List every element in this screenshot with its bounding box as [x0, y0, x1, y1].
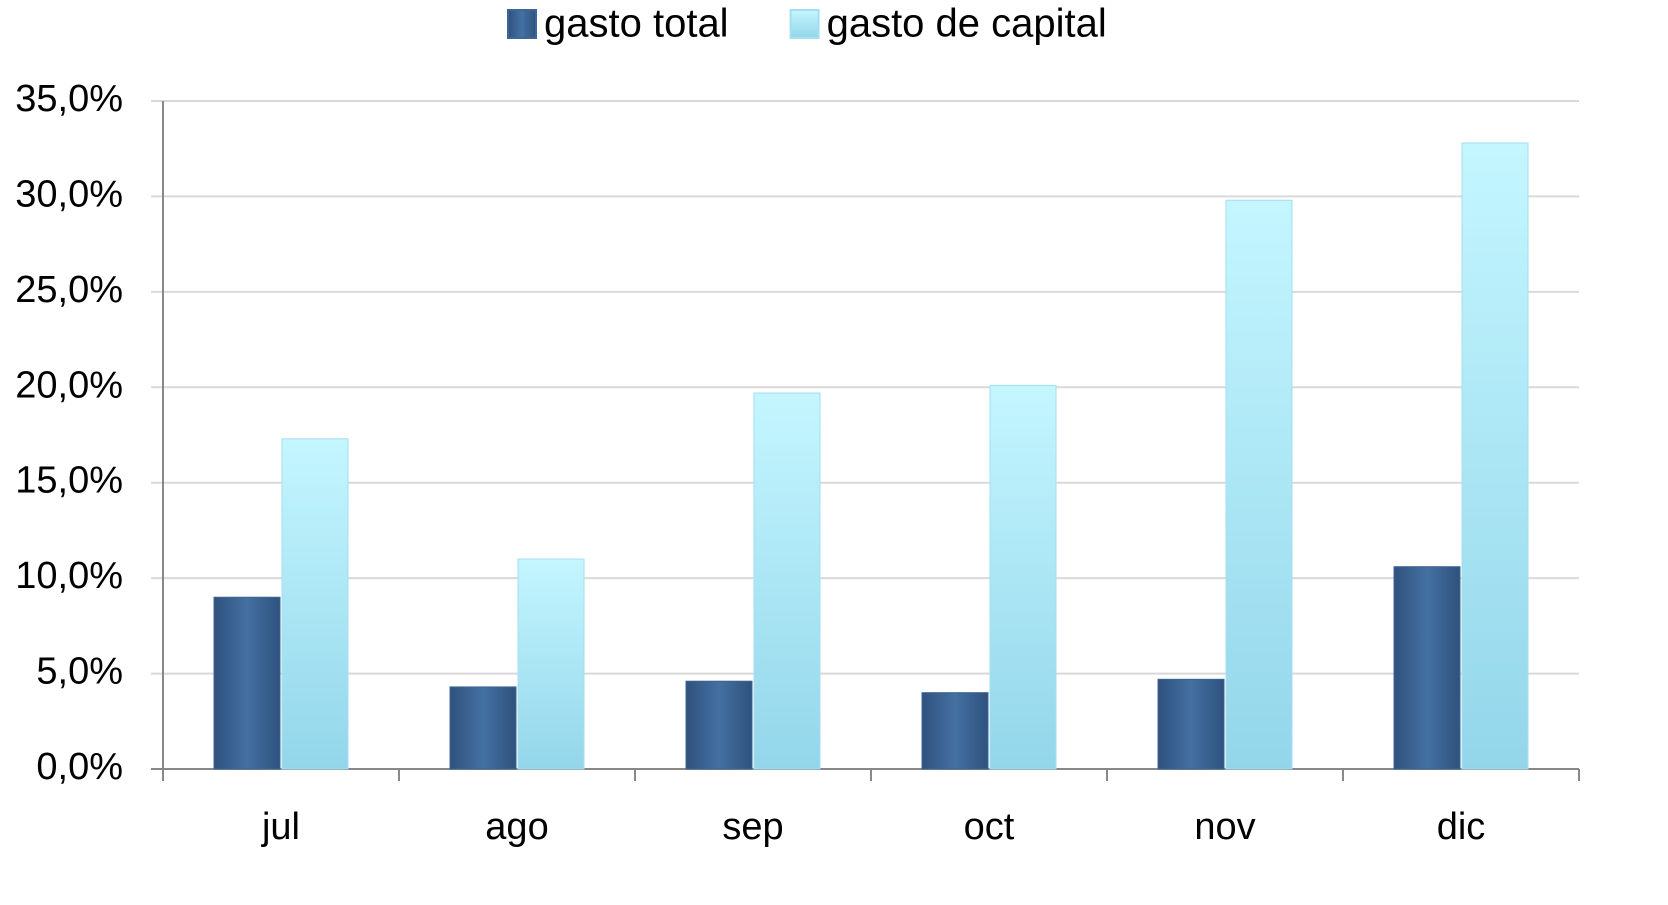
bar [213, 596, 281, 770]
bar [1393, 566, 1461, 770]
y-tick-label: 5,0% [36, 651, 123, 693]
y-tick-label: 35,0% [15, 78, 123, 120]
legend-label: gasto de capital [827, 2, 1107, 46]
bar [989, 384, 1057, 770]
legend-swatch [507, 9, 537, 39]
bar [449, 686, 517, 770]
legend-swatch [789, 9, 820, 39]
bar [1157, 678, 1225, 770]
y-tick-label: 30,0% [15, 173, 123, 215]
bar [1225, 199, 1293, 770]
legend-label: gasto total [544, 2, 729, 46]
y-tick-label: 15,0% [15, 460, 123, 502]
x-tick-label: ago [485, 806, 548, 848]
y-tick-label: 20,0% [15, 364, 123, 406]
bar [281, 438, 349, 770]
x-tick-label: sep [722, 806, 783, 848]
y-tick-label: 0,0% [36, 746, 123, 788]
x-tick-label: nov [1194, 806, 1255, 848]
y-tick-label: 10,0% [15, 555, 123, 597]
x-tick-label: jul [261, 806, 300, 848]
x-tick-label: oct [964, 806, 1015, 848]
x-tick-label: dic [1437, 806, 1486, 848]
y-tick-label: 25,0% [15, 269, 123, 311]
bar [517, 558, 585, 770]
bar [753, 392, 821, 770]
bar [685, 680, 753, 770]
bar [1461, 142, 1529, 770]
bar [921, 692, 989, 770]
